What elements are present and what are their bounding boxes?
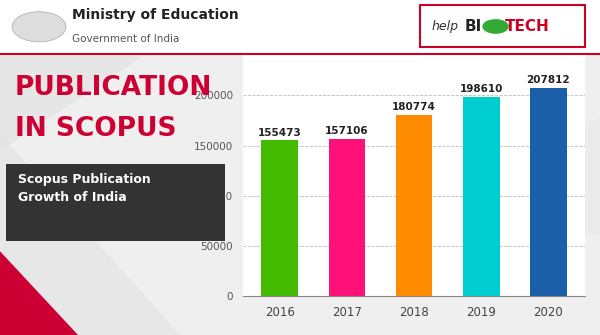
Text: 207812: 207812 bbox=[526, 75, 570, 85]
Text: help: help bbox=[432, 20, 459, 33]
Text: 198610: 198610 bbox=[460, 84, 503, 94]
Text: IN SCOPUS: IN SCOPUS bbox=[15, 116, 176, 142]
Text: PUBLICATION: PUBLICATION bbox=[15, 75, 212, 102]
Bar bbox=[395, 115, 433, 296]
Text: Ministry of Education: Ministry of Education bbox=[72, 8, 239, 22]
Text: BI: BI bbox=[465, 19, 482, 34]
Bar bbox=[262, 140, 298, 296]
Text: TECH: TECH bbox=[505, 19, 550, 34]
Text: Government of India: Government of India bbox=[72, 34, 179, 44]
Text: 180774: 180774 bbox=[392, 102, 436, 112]
Text: Scopus Publication
Growth of India: Scopus Publication Growth of India bbox=[18, 173, 151, 204]
Text: 157106: 157106 bbox=[325, 126, 369, 136]
Bar bbox=[530, 88, 566, 296]
Bar bbox=[329, 139, 365, 296]
Bar bbox=[463, 97, 500, 296]
Text: 155473: 155473 bbox=[258, 128, 302, 138]
